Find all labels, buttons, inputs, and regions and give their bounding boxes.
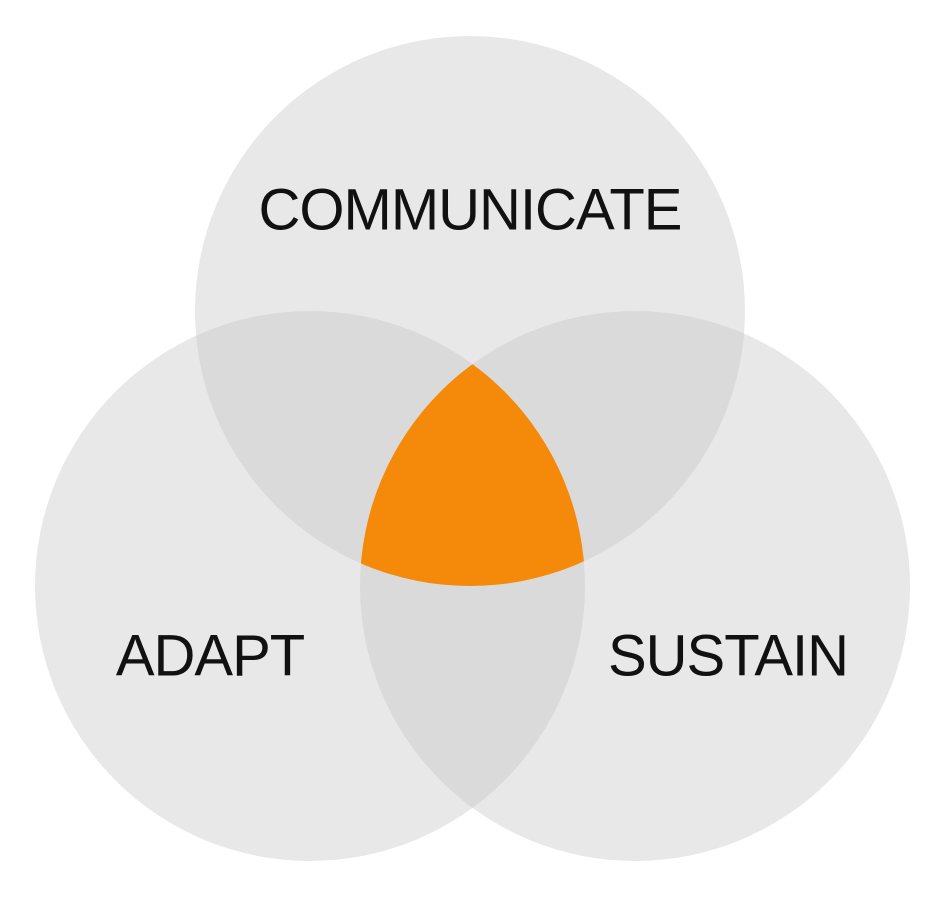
communicate-label: COMMUNICATE: [259, 177, 682, 242]
center-overlap: [360, 311, 585, 586]
adapt-label: ADAPT: [116, 623, 305, 688]
sustain-label: SUSTAIN: [608, 623, 848, 688]
